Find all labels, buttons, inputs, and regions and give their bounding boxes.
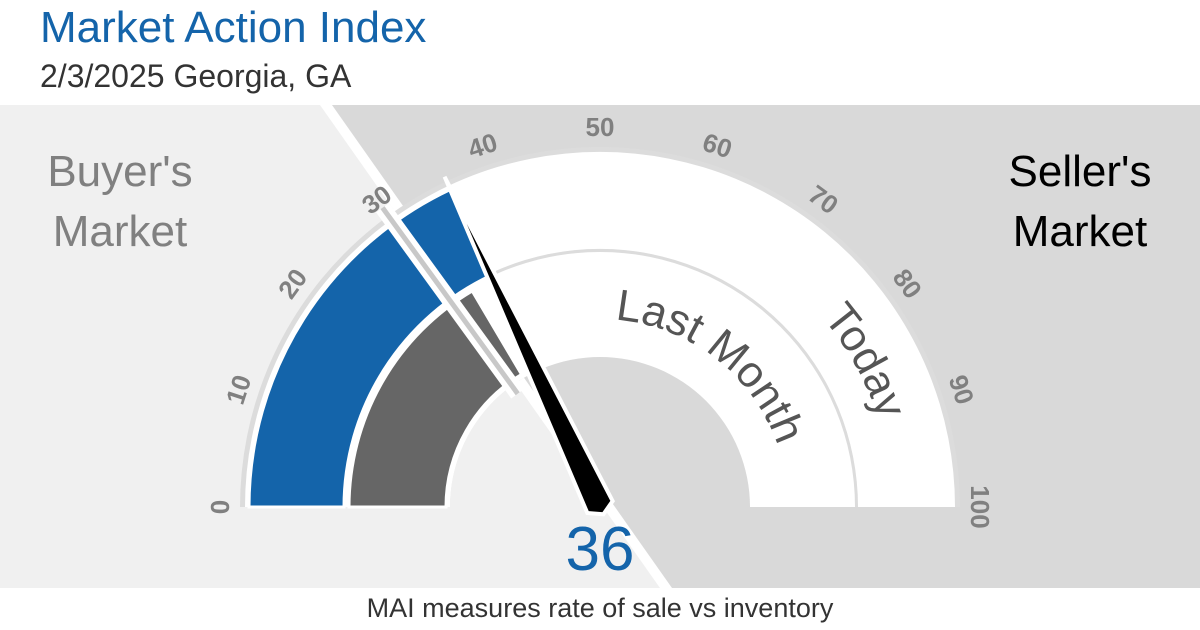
threshold-divider [380,206,520,396]
seller-market-label-line2: Market [1013,207,1147,256]
page-title: Market Action Index [40,3,427,52]
page-subtitle: 2/3/2025 Georgia, GA [40,58,352,94]
buyer-market-label-line2: Market [53,207,187,256]
tick-label-50: 50 [586,112,615,142]
gauge-needle [442,175,616,517]
gauge-value-label: 36 [566,515,635,584]
seller-market-label: Seller's [1009,147,1152,196]
buyer-market-label: Buyer's [47,147,192,196]
tick-label-0: 0 [205,500,235,514]
footer-note: MAI measures rate of sale vs inventory [367,593,834,623]
tick-label-100: 100 [965,485,995,528]
